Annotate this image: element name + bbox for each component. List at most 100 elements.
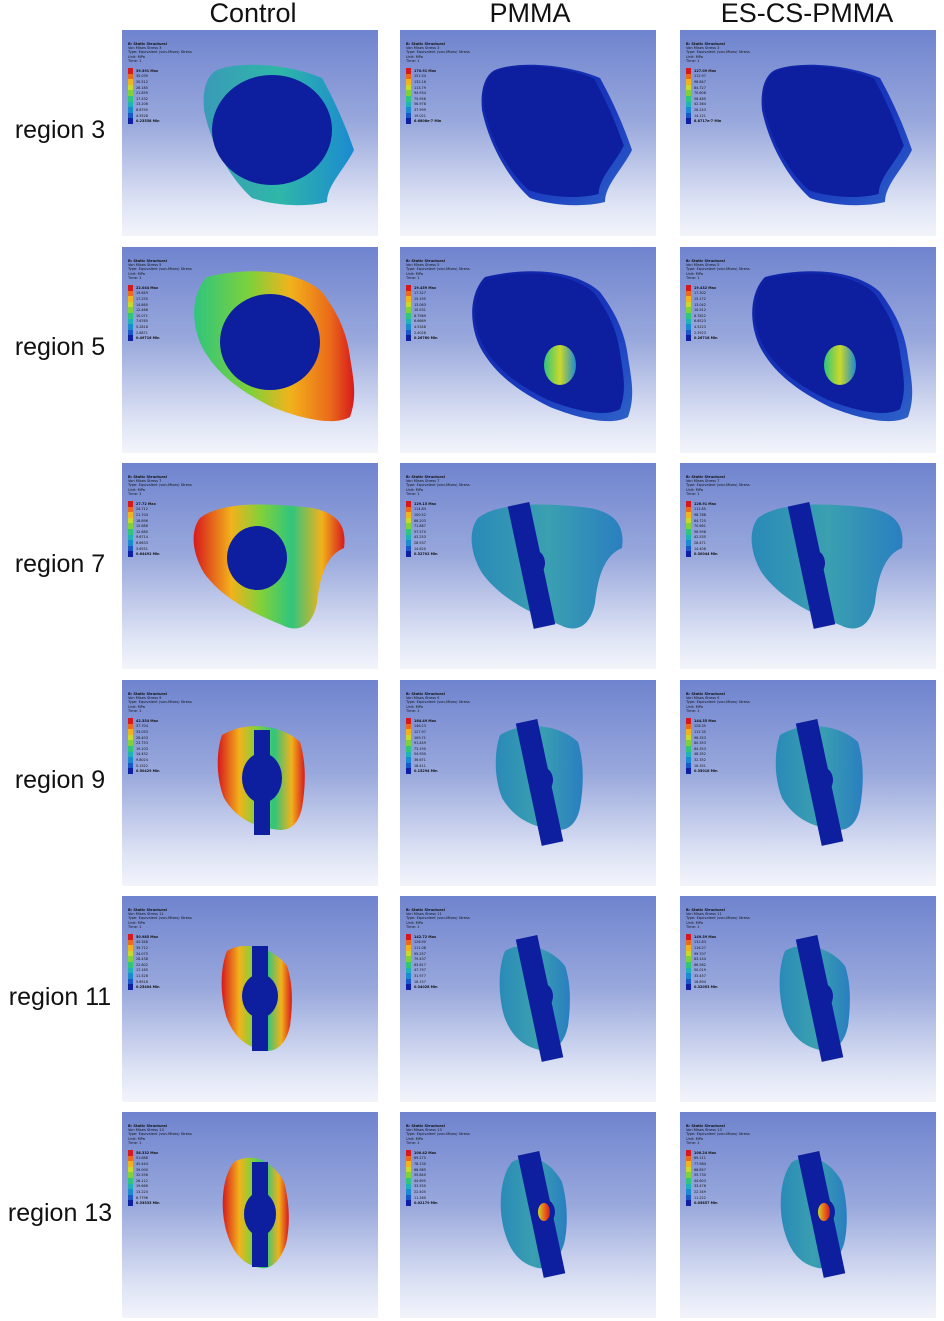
legend-row: 22.044 Max — [128, 285, 198, 291]
legend-row: 36.671 — [406, 757, 476, 763]
legend-max: 58.332 Max — [136, 1150, 159, 1155]
legend-unit: Unit: MPa — [686, 271, 703, 276]
legend-value: 56.978 — [414, 102, 426, 107]
legend-stress-name: Von Mises Stress 3 — [686, 46, 720, 51]
legend-row: 0.15294 Min — [406, 768, 476, 774]
implant-hotspot — [818, 1203, 830, 1221]
legend-min: 0.23558 Min — [136, 119, 160, 124]
legend-value: 30.512 — [136, 80, 148, 84]
legend-value: 19.649 — [136, 291, 148, 296]
legend-row: 144.35 Max — [686, 718, 756, 724]
legend-row: 42.535 — [686, 534, 756, 541]
legend-row: 73.190 — [406, 745, 476, 752]
legend-row: 39.391 Max — [128, 68, 198, 74]
marrow-cavity — [220, 294, 320, 390]
legend-title: B: Static Structural — [406, 692, 445, 696]
legend-stress-name: Von Mises Stress 13 — [128, 1128, 164, 1133]
legend-time: Time: 1 — [128, 491, 142, 496]
low-stress-core — [483, 66, 624, 197]
legend-value: 112.85 — [694, 507, 706, 512]
stress-panel-region-13-es-cs-pmma: B: Static Structural Von Mises Stress 13 T… — [680, 1112, 936, 1318]
legend-value: 5.8916 — [136, 979, 148, 984]
legend-row: 12.466 — [128, 307, 198, 313]
legend-value: 28.403 — [136, 735, 148, 740]
legend-swatch — [128, 956, 133, 962]
marrow-cavity — [212, 75, 332, 185]
legend-row: 50.985 Max — [128, 934, 198, 940]
legend-title: B: Static Structural — [686, 692, 725, 696]
legend-value: 36.671 — [414, 757, 426, 762]
legend-swatch — [686, 118, 691, 124]
bone-outer-surface — [751, 504, 903, 629]
legend-stress-name: Von Mises Stress 5 — [128, 263, 162, 268]
legend-row: 0.32702 Min — [406, 551, 476, 557]
legend-swatch — [686, 1161, 691, 1167]
row-label-region-7: region 7 — [14, 550, 106, 578]
legend-swatch — [406, 318, 411, 325]
legend-row: 51.888 — [128, 1155, 198, 1162]
legend-value: 17.532 — [136, 96, 148, 101]
legend-value: 2.3923 — [694, 330, 706, 335]
legend-value: 66.582 — [694, 962, 706, 967]
stress-legend: B: Static Structural Von Mises Stress 11 T… — [128, 908, 198, 990]
column-header-es-cs-pmma: ES-CS-PMMA — [720, 0, 894, 28]
legend-swatch — [406, 961, 411, 968]
legend-row: 111.08 — [406, 945, 476, 951]
legend-swatch — [406, 73, 411, 80]
legend-value: 151.54 — [414, 74, 426, 79]
legend-value: 35.039 — [136, 74, 148, 79]
legend-value: 13.206 — [136, 102, 148, 107]
legend-row: 31.977 — [406, 973, 476, 979]
legend-row: 56.485 — [686, 95, 756, 102]
stress-panel-region-5-pmma: B: Static Structural Von Mises Stress 5 Ty… — [400, 247, 656, 453]
legend-swatch — [686, 90, 691, 96]
legend-row: 6.6523 — [686, 318, 756, 325]
legend-value: 16.894 — [694, 979, 706, 984]
legend-value: 37.999 — [414, 107, 426, 112]
legend-swatch — [686, 540, 691, 546]
legend-value: 127.97 — [414, 730, 426, 734]
legend-value: 37.704 — [136, 724, 148, 729]
legend-value: 99.707 — [694, 951, 706, 956]
legend-value: 47.797 — [414, 968, 426, 973]
legend-min: 0.15294 Min — [414, 769, 438, 774]
legend-row: 3.6551 — [128, 545, 198, 552]
legend-swatch — [686, 768, 691, 774]
legend-row: 0.26718 Min — [686, 335, 756, 341]
legend-swatch — [406, 1183, 411, 1190]
legend-row: 9.8024 — [128, 757, 198, 763]
bone-model-render — [222, 1157, 289, 1269]
legend-row: 8.7822 — [686, 312, 756, 319]
legend-row: 13.063 — [406, 301, 476, 308]
legend-value: 42.364 — [694, 102, 706, 107]
legend-value: 8.7989 — [414, 313, 426, 318]
legend-unit: Unit: MPa — [686, 920, 703, 925]
legend-swatch — [406, 501, 411, 507]
legend-row: 9.6714 — [128, 534, 198, 541]
legend-row: 39.000 — [128, 1166, 198, 1173]
stress-panel-region-11-pmma: B: Static Structural Von Mises Stress 11 T… — [400, 896, 656, 1102]
legend-value: 4.5223 — [694, 324, 706, 329]
legend-value: 31.977 — [414, 973, 426, 978]
legend-row: 10.931 — [406, 307, 476, 313]
legend-row: 27.72 Max — [128, 501, 198, 507]
legend-time: Time: 1 — [128, 58, 142, 63]
legend-min: 8.8717e-7 Min — [694, 119, 722, 124]
column-header-pmma: PMMA — [489, 0, 571, 28]
legend-row: 0.02179 Min — [406, 1200, 476, 1206]
legend-row: 4.5348 — [406, 324, 476, 330]
legend-swatch — [128, 318, 133, 325]
legend-type: Type: Equivalent (von-Mises) Stress — [406, 700, 470, 705]
legend-type: Type: Equivalent (von-Mises) Stress — [686, 267, 750, 272]
legend-swatch — [686, 978, 691, 985]
legend-swatch — [686, 1194, 691, 1201]
legend-row: 116.27 — [686, 945, 756, 951]
legend-row: 5.1522 — [128, 762, 198, 769]
legend-row: 16.894 — [686, 978, 756, 985]
legend-row: 35.039 — [128, 73, 198, 80]
legend-value: 22.405 — [414, 1189, 426, 1194]
legend-value: 12.466 — [136, 308, 148, 313]
legend-swatch — [128, 967, 133, 974]
legend-swatch — [128, 112, 133, 119]
legend-value: 84.725 — [694, 518, 706, 523]
